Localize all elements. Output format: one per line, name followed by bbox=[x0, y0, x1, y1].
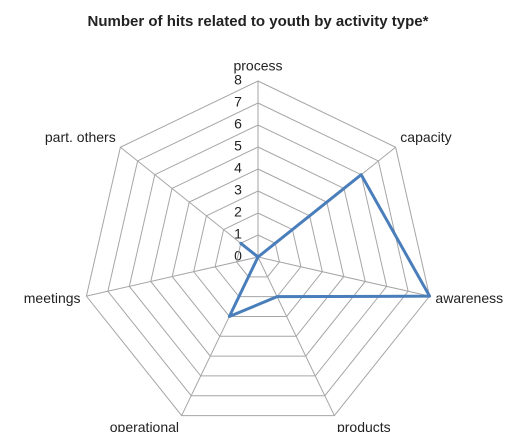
r-tick-label: 6 bbox=[234, 116, 242, 132]
axis-label: products bbox=[337, 419, 391, 432]
r-tick-label: 7 bbox=[234, 94, 242, 110]
chart-title: Number of hits related to youth by activ… bbox=[88, 13, 429, 30]
grid-ring bbox=[214, 212, 302, 298]
axis-label: meetings bbox=[24, 290, 81, 306]
grid-ring bbox=[193, 190, 323, 317]
spoke bbox=[257, 256, 430, 297]
grid-ring bbox=[85, 80, 431, 417]
grid-ring bbox=[171, 168, 345, 337]
grid-ring bbox=[150, 146, 366, 357]
axis-label: process bbox=[233, 58, 282, 74]
spoke bbox=[86, 256, 259, 297]
grid-ring bbox=[236, 234, 280, 278]
axis-label: awareness bbox=[435, 290, 503, 306]
r-tick-label: 4 bbox=[234, 160, 242, 176]
r-tick-label: 3 bbox=[234, 182, 242, 198]
r-tick-label: 5 bbox=[234, 138, 242, 154]
axis-label: part. others bbox=[45, 129, 116, 145]
spoke bbox=[257, 256, 335, 416]
r-tick-label: 2 bbox=[234, 204, 242, 220]
axis-label: operational bbox=[110, 419, 179, 432]
grid-ring bbox=[128, 124, 388, 377]
series-line bbox=[227, 173, 432, 318]
axis-label: capacity bbox=[400, 129, 451, 145]
spoke bbox=[120, 146, 259, 258]
grid-ring bbox=[107, 102, 409, 397]
r-tick-label: 1 bbox=[234, 226, 242, 242]
r-tick-label: 8 bbox=[234, 72, 242, 88]
